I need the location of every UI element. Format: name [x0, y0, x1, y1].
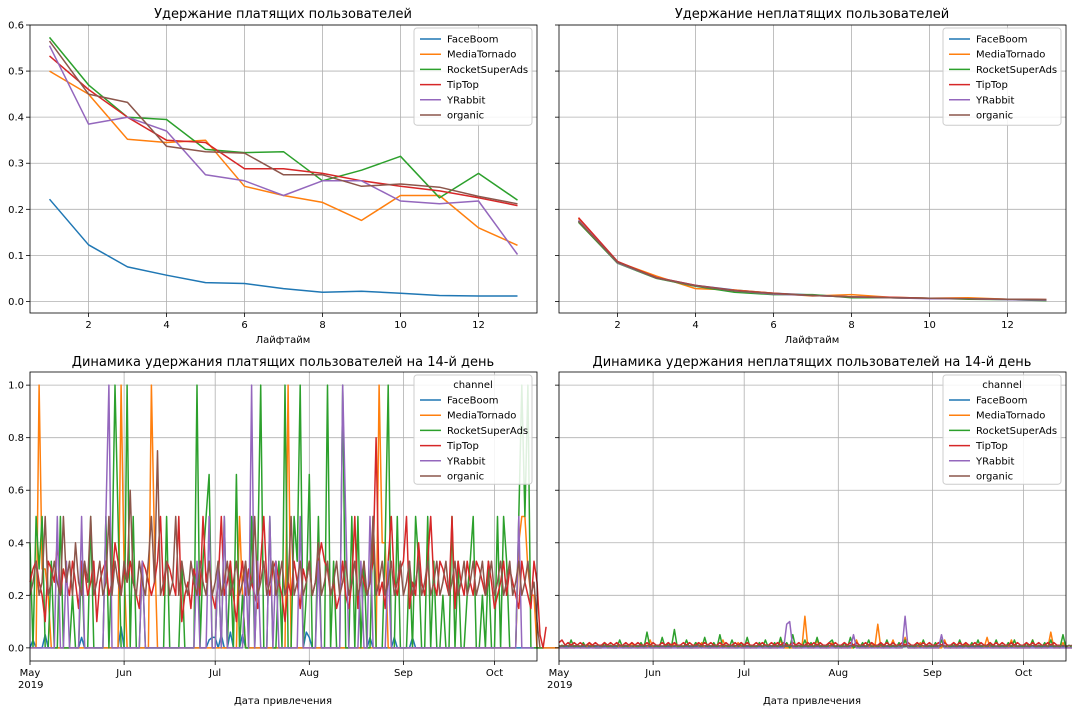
y-tick-label: 0.4 [8, 113, 24, 124]
y-tick-label: 0.1 [8, 251, 24, 262]
x-tick-label: 6 [241, 320, 247, 331]
legend-entry: MediaTornado [447, 50, 516, 61]
x-tick-label: Jul [737, 668, 750, 679]
series-line-yrabbit [30, 384, 534, 649]
x-axis-label: Дата привлечения [763, 696, 861, 707]
x-tick-label: 4 [163, 320, 169, 331]
y-tick-label: 0.0 [8, 297, 24, 308]
x-tick-label: 10 [394, 320, 407, 331]
x-tick-label: 12 [1001, 320, 1014, 331]
x-tick-label: 2 [614, 320, 620, 331]
series-line-faceboom [577, 220, 1047, 301]
legend-entry: YRabbit [975, 456, 1014, 467]
x-tick-label: 8 [319, 320, 325, 331]
legend-entry: TipTop [975, 441, 1008, 452]
y-tick-label: 1.0 [8, 381, 24, 392]
x-tick-label: May [20, 668, 41, 679]
legend-entry: YRabbit [975, 95, 1014, 106]
x-tick-label: 12 [472, 320, 485, 331]
legend-box [413, 27, 533, 126]
legend-entry: MediaTornado [447, 411, 516, 422]
series-line-rocketsuperads [577, 221, 1047, 302]
y-tick-label: 0.0 [8, 643, 24, 654]
series-line-yrabbit [559, 615, 1072, 649]
y-tick-label: 0.2 [8, 591, 24, 602]
x-axis-label: Лайфтайм [785, 335, 840, 346]
x-tick-label: Sep [394, 668, 413, 679]
series-line-faceboom [48, 198, 518, 297]
x-tick-label: 8 [848, 320, 854, 331]
x-tick-label: 6 [770, 320, 776, 331]
legend-entry: organic [976, 472, 1013, 483]
chart-title: Динамика удержания платящих пользователе… [72, 355, 494, 370]
legend-entry: RocketSuperAds [447, 426, 528, 437]
legend-entry: organic [447, 472, 484, 483]
legend-entry: MediaTornado [976, 411, 1045, 422]
legend-entry: RocketSuperAds [976, 426, 1057, 437]
series-line-organic [48, 40, 518, 205]
x-tick-label: Jun [644, 668, 661, 679]
panel-nonpaying-day14-dynamics: Динамика удержания неплатящих пользовате… [547, 355, 1072, 707]
y-tick-label: 0.8 [8, 433, 24, 444]
x-tick-label: Aug [829, 668, 849, 679]
legend-title: channel [982, 380, 1022, 391]
series-line-organic [558, 644, 1072, 647]
x-tick-label: May [549, 668, 570, 679]
legend-entry: FaceBoom [447, 396, 498, 407]
legend-title: channel [453, 380, 493, 391]
series-line-organic [577, 220, 1047, 301]
x-tick-label: 4 [692, 320, 698, 331]
legend-entry: organic [976, 111, 1013, 122]
series-line-yrabbit [577, 219, 1047, 301]
chart-title: Удержание неплатящих пользователей [675, 7, 949, 22]
legend-entry: RocketSuperAds [447, 65, 528, 76]
legend-entry: organic [447, 111, 484, 122]
plot-frame [29, 371, 538, 662]
x-tick-label: Aug [300, 668, 320, 679]
legend-entry: FaceBoom [976, 396, 1027, 407]
panel-paying-day14-dynamics: Динамика удержания платящих пользователе… [8, 355, 559, 707]
x-tick-label: Jul [208, 668, 221, 679]
legend-box [413, 374, 533, 485]
legend-entry: YRabbit [446, 456, 485, 467]
y-tick-label: 0.2 [8, 205, 24, 216]
x-tick-label: 2019 [18, 680, 43, 691]
x-tick-label: Sep [923, 668, 942, 679]
x-axis-label: Лайфтайм [256, 335, 311, 346]
plot-frame [558, 24, 1067, 314]
legend-entry: YRabbit [446, 95, 485, 106]
legend-box [942, 374, 1062, 485]
legend-box [942, 27, 1062, 126]
legend-entry: FaceBoom [976, 35, 1027, 46]
x-tick-label: 10 [923, 320, 936, 331]
legend-entry: RocketSuperAds [976, 65, 1057, 76]
series-line-mediatornado [577, 217, 1047, 301]
panel-paying-retention: Удержание платящих пользователей Лайфтай… [8, 7, 538, 346]
y-tick-label: 0.6 [8, 486, 24, 497]
legend-entry: TipTop [446, 80, 479, 91]
plot-frame [558, 371, 1067, 662]
legend-entry: TipTop [975, 80, 1008, 91]
x-tick-label: 2019 [547, 680, 572, 691]
y-tick-label: 0.6 [8, 21, 24, 32]
chart-title: Динамика удержания неплатящих пользовате… [593, 355, 1032, 370]
x-tick-label: Oct [1015, 668, 1032, 679]
x-axis-label: Дата привлечения [234, 696, 332, 707]
y-tick-label: 0.4 [8, 538, 24, 549]
y-tick-label: 0.5 [8, 67, 24, 78]
series-line-tiptop [577, 217, 1047, 301]
plot-frame [29, 24, 538, 314]
legend-entry: FaceBoom [447, 35, 498, 46]
chart-title: Удержание платящих пользователей [154, 7, 412, 22]
x-tick-label: 2 [85, 320, 91, 331]
series-line-organic [29, 450, 541, 648]
x-tick-label: Oct [486, 668, 503, 679]
panel-nonpaying-retention: Удержание неплатящих пользователей Лайфт… [555, 7, 1067, 346]
legend-entry: TipTop [446, 441, 479, 452]
y-tick-label: 0.3 [8, 159, 24, 170]
legend-entry: MediaTornado [976, 50, 1045, 61]
x-tick-label: Jun [115, 668, 132, 679]
series-line-yrabbit [48, 45, 519, 255]
